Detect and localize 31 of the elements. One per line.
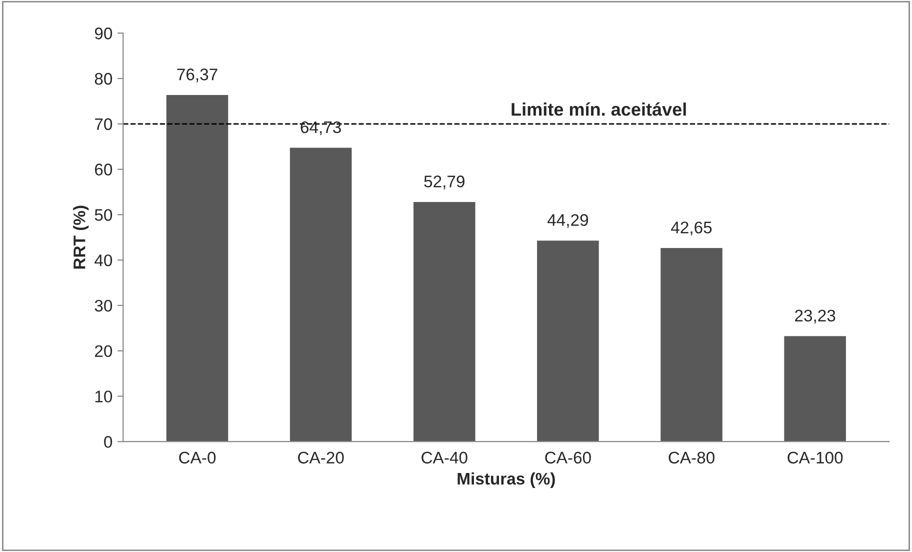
- bar: [660, 248, 722, 442]
- bar: [537, 240, 599, 442]
- y-tick-label: 70: [95, 118, 112, 130]
- y-tick-label: 80: [94, 72, 112, 85]
- data-label: 44,29: [547, 214, 588, 228]
- x-axis-title: Misturas (%): [458, 472, 555, 488]
- data-label: 52,79: [424, 176, 464, 190]
- y-tick-label: 0: [104, 436, 112, 448]
- y-tick-label: 10: [95, 390, 112, 402]
- x-tick-label: CA-100: [788, 452, 843, 464]
- y-tick-label: 30: [94, 300, 112, 312]
- data-label: 42,65: [671, 222, 712, 236]
- data-label: 64,73: [300, 121, 341, 136]
- data-label: 76,37: [177, 68, 218, 82]
- bar: [166, 94, 228, 442]
- x-tick-label: CA-80: [668, 452, 714, 464]
- bar: [413, 202, 476, 442]
- y-tick-label: 90: [94, 28, 112, 40]
- x-tick-label: CA-0: [179, 452, 216, 464]
- bar: [784, 336, 846, 442]
- y-axis-title: RRT (%): [73, 206, 89, 269]
- ref-line-label: Limite mín. aceitável: [512, 102, 686, 116]
- y-tick-label: 60: [95, 164, 112, 176]
- y-tick-label: 50: [94, 209, 112, 221]
- x-tick-label: CA-20: [298, 452, 344, 464]
- data-label: 23,23: [795, 310, 836, 324]
- y-tick-label: 40: [94, 254, 112, 266]
- x-tick-label: CA-60: [545, 452, 591, 464]
- y-tick-label: 20: [95, 345, 112, 358]
- bar: [290, 148, 352, 442]
- x-tick-label: CA-40: [422, 452, 468, 464]
